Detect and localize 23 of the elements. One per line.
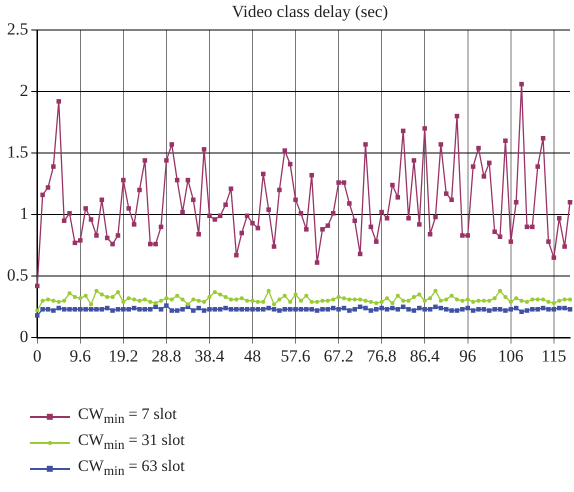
legend-label: CW$_{min}$ = 63 slot	[78, 458, 185, 480]
x-tick-label: 76.8	[366, 346, 397, 366]
y-tick-label: 0	[20, 327, 28, 346]
chart-title: Video class delay (sec)	[230, 2, 390, 22]
y-tick-label: 0.5	[7, 266, 28, 285]
y-tick-label: 1.5	[7, 142, 28, 162]
x-tick-label: 38.4	[194, 346, 225, 366]
x-tick-label: 57.6	[280, 346, 310, 366]
x-tick-label: 19.2	[108, 346, 138, 366]
y-tick-label: 2.5	[7, 19, 28, 38]
x-tick-label: 86.4	[410, 346, 440, 366]
x-tick-label: 67.2	[324, 346, 354, 366]
x-tick-label: 0	[33, 346, 42, 366]
y-tick-label: 2	[20, 80, 28, 100]
x-tick-label: 115	[541, 346, 566, 366]
x-tick-label: 106	[498, 346, 524, 366]
x-tick-label: 9.6	[70, 346, 91, 366]
x-tick-label: 96	[459, 346, 476, 366]
x-tick-label: 48	[244, 346, 262, 366]
y-tick-label: 1	[20, 204, 28, 224]
legend-label: CW$_{min}$ = 31 slot	[78, 432, 185, 454]
x-tick-label: 28.8	[152, 346, 182, 366]
legend-label: CW$_{min}$ = 7 slot	[78, 406, 177, 428]
